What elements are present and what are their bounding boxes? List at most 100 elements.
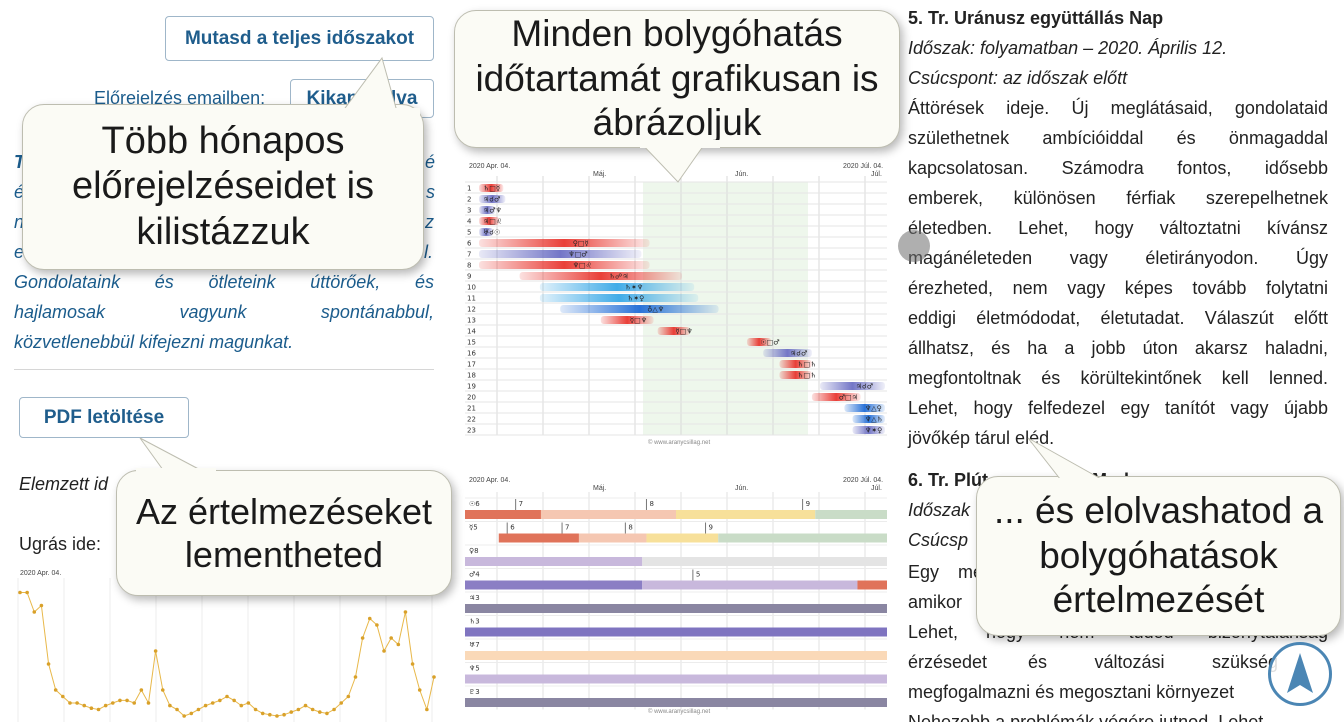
trend-point xyxy=(39,603,44,608)
aspect-label: ♃☌♂ xyxy=(790,350,807,358)
house-segment xyxy=(718,533,887,543)
row-number: 23 xyxy=(467,427,476,435)
trend-point xyxy=(68,701,72,705)
trend-point xyxy=(146,701,151,705)
house-segment xyxy=(465,698,887,707)
trend-point xyxy=(139,688,144,692)
trend-point xyxy=(89,706,94,710)
transit-bar xyxy=(479,195,506,203)
callout-tail xyxy=(1024,437,1114,486)
interpretation-line: megfontoltnak és körültekintőnek kell le… xyxy=(908,368,1328,388)
month-label: Júl. xyxy=(871,171,882,178)
row-number: 15 xyxy=(467,339,476,347)
trend-point xyxy=(96,707,101,712)
house-number: 9 xyxy=(709,524,713,532)
transit-bar xyxy=(560,305,719,313)
chart-end-date: 2020 Júl. 04. xyxy=(843,163,884,170)
scroll-to-top-button[interactable] xyxy=(1268,642,1332,706)
interpretation-line: Áttörések ideje. Új meglátásaid, gondola… xyxy=(908,98,1328,118)
month-label: Máj. xyxy=(593,485,607,492)
partial-text-glyph: l. xyxy=(424,242,433,262)
trend-point xyxy=(360,636,365,640)
transit-peak-5: Csúcspont: az időszak előtt xyxy=(908,68,1128,88)
aspect-label: ♃☌♂ xyxy=(483,196,500,204)
trend-point xyxy=(375,623,379,627)
row-number: 11 xyxy=(467,295,476,303)
trend-point xyxy=(246,701,251,705)
pdf-download-button[interactable]: PDF letöltése xyxy=(19,397,189,438)
transit-period-6: Időszak xyxy=(908,500,971,520)
house-number: 5 xyxy=(696,571,700,579)
email-forecast-label: Előrejelzés emailben: xyxy=(94,88,266,108)
row-number: 5 xyxy=(467,229,471,237)
transit-bar xyxy=(746,338,772,346)
trend-point xyxy=(396,642,401,647)
show-full-periods-button[interactable]: Mutasd a teljes időszakot xyxy=(165,16,434,61)
row-number: 16 xyxy=(467,350,476,358)
transit-duration-chart: 1 2 3 4 5 6 7 8 9 10 11 12 13 14 15 16 17 18 19 20 21 22 23 ♄□☿… xyxy=(465,160,887,450)
interpretation-line: érezheted, nem vagy képes tovább folytat… xyxy=(908,278,1328,298)
trend-point xyxy=(275,714,279,718)
interpretation-line: jövőkép tárul eléd. xyxy=(908,428,1055,448)
aspect-label: ♁△♆ xyxy=(647,306,664,314)
planet-house-label: ♂4 xyxy=(469,571,480,579)
transit-bar xyxy=(779,360,812,368)
trend-point xyxy=(189,711,194,716)
transit-heading-5[interactable]: 5. Tr. Uránusz együttállás Nap xyxy=(908,8,1164,28)
transit-bar xyxy=(657,327,691,335)
callout-tail xyxy=(340,56,420,116)
transit-bar xyxy=(763,349,812,357)
transit-bar xyxy=(539,294,699,302)
house-segment xyxy=(465,580,643,590)
trend-point xyxy=(239,703,244,708)
trend-point xyxy=(410,662,415,666)
trend-point xyxy=(282,712,286,717)
house-segment xyxy=(676,510,816,519)
interpretation-line: Nehezebb a problémák végére jutnod. Lehe… xyxy=(908,712,1269,722)
interpretation-line: amikor xyxy=(908,592,963,612)
trend-point xyxy=(353,675,358,679)
planet-house-label: ☿5 xyxy=(469,524,478,532)
planet-house-label: ♃3 xyxy=(469,594,480,602)
house-number: 8 xyxy=(628,524,632,532)
chart-watermark: © www.aranycsillag.net xyxy=(648,440,711,446)
cursor-indicator xyxy=(898,230,930,262)
transit-bar xyxy=(844,404,885,412)
chart-end-date: 2020 Júl. 04. xyxy=(843,477,884,484)
trend-point xyxy=(110,701,115,705)
intro-text-line: közvetlenebbül kifejezni magunkat. xyxy=(14,332,294,352)
partial-text-glyph: é xyxy=(425,152,436,172)
callout-graphic-duration: Minden bolygóhatás időtartamát grafikusa… xyxy=(454,10,900,148)
row-number: 6 xyxy=(467,240,472,248)
row-number: 1 xyxy=(467,185,471,193)
house-number: 9 xyxy=(806,500,810,508)
transit-bar xyxy=(479,217,500,225)
row-number: 19 xyxy=(467,383,476,391)
aspect-label: ♃☌♂ xyxy=(856,383,873,391)
transit-bar xyxy=(539,283,695,291)
transit-heading-6[interactable]: 6. Tr. Plút xyxy=(908,470,988,491)
interpretation-line: és változási szükség xyxy=(1028,652,1278,672)
interpretation-line: állhatsz, és ha a jobb úton akarsz halad… xyxy=(908,338,1328,358)
aspect-label: ☿□♆ xyxy=(676,328,693,336)
trend-point xyxy=(310,707,315,712)
planet-house-label: ♅7 xyxy=(469,641,480,649)
partial-text-glyph: z xyxy=(425,212,434,232)
trend-point xyxy=(346,694,351,699)
planet-house-chart-svg: ☉6 7 8 9 ☿5 6 7 8 9 ♀8 ♂4 5 ♃3 ♄3 ♅7 ♆5 ♇3 xyxy=(465,492,887,710)
partial-text-glyph: T xyxy=(14,152,25,172)
house-segment xyxy=(540,510,676,519)
trend-point xyxy=(332,707,336,712)
transit-bar xyxy=(852,426,885,434)
intro-text-line: hajlamosak vagyunk spontánabbul, xyxy=(14,302,434,322)
aspect-label: ♆□♂ xyxy=(568,251,587,259)
house-segment xyxy=(465,510,541,519)
trend-point xyxy=(182,714,186,718)
planet-house-label: ♄3 xyxy=(469,618,480,626)
transit-bar xyxy=(479,261,650,269)
house-segment xyxy=(857,580,887,590)
row-number: 13 xyxy=(467,317,476,325)
trend-point xyxy=(225,694,229,699)
transit-bar xyxy=(600,316,654,324)
planet-house-chart: ☉6 7 8 9 ☿5 6 7 8 9 ♀8 ♂4 5 ♃3 ♄3 ♅7 ♆5 ♇3 2020 Apr. 04.… xyxy=(465,474,887,720)
